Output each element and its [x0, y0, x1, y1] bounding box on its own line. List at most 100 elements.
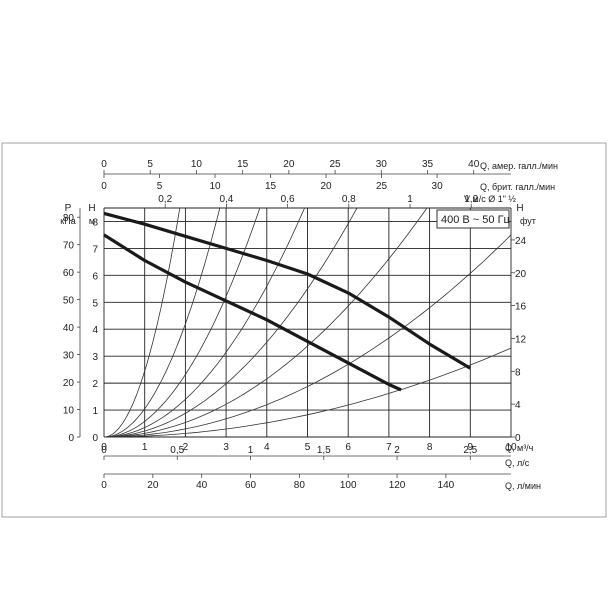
pump-curves	[103, 211, 472, 392]
x-tick-ls: 1	[248, 445, 254, 456]
x-tick-us-gpm: 40	[468, 159, 480, 170]
x-tick-us-gpm: 25	[330, 159, 342, 170]
y-axis-unit-m: м	[89, 216, 95, 226]
x-axis-label-us-gpm: Q, амер. галл./мин	[480, 161, 558, 171]
y-tick-ft: 24	[515, 236, 527, 247]
pump-curve	[103, 233, 402, 392]
system-curve	[103, 207, 221, 438]
x-tick-ls: 2	[394, 445, 400, 456]
y-tick-kpa: 10	[63, 406, 75, 417]
y-axis-title-h-right: H	[516, 203, 523, 214]
x-tick-uk-gpm: 15	[265, 181, 277, 192]
x-tick-us-gpm: 30	[376, 159, 388, 170]
x-axis-label-ls: Q, л/с	[505, 458, 530, 468]
x-tick-us-gpm: 35	[422, 159, 434, 170]
y-tick-kpa: 30	[63, 351, 75, 362]
x-tick-m3h: 4	[264, 442, 270, 453]
system-curve	[103, 207, 261, 438]
x-tick-velocity: 0,8	[342, 194, 356, 205]
y-tick-m: 1	[92, 406, 98, 417]
x-tick-uk-gpm: 25	[376, 181, 388, 192]
system-curve	[103, 207, 358, 438]
x-tick-us-gpm: 0	[101, 159, 107, 170]
y-tick-kpa: 70	[63, 241, 75, 252]
system-curve	[104, 347, 512, 438]
x-axis-label-velocity: V м/с Ø 1" ½	[464, 194, 516, 204]
x-tick-lmin: 140	[438, 480, 455, 491]
x-tick-lmin: 80	[294, 480, 306, 491]
x-tick-m3h: 1	[142, 442, 148, 453]
y-tick-ft: 4	[515, 400, 521, 411]
legend-label: 400 В ~ 50 Гц	[441, 214, 511, 226]
system-curves	[103, 207, 512, 438]
x-tick-uk-gpm: 10	[209, 181, 221, 192]
y-tick-ft: 12	[515, 334, 527, 345]
y-tick-m: 2	[92, 379, 98, 390]
x-tick-velocity: 0,2	[158, 194, 172, 205]
legend-box	[436, 209, 510, 229]
x-axis-label-lmin: Q, л/мин	[505, 481, 541, 491]
system-curve	[103, 207, 305, 438]
x-tick-m3h: 2	[183, 442, 189, 453]
x-tick-lmin: 100	[340, 480, 357, 491]
x-tick-m3h: 10	[505, 442, 517, 453]
pump-curve	[103, 211, 472, 370]
y-tick-ft: 16	[515, 302, 527, 313]
y-tick-kpa: 0	[68, 433, 74, 444]
x-tick-lmin: 20	[147, 480, 159, 491]
x-axis-label-uk-gpm: Q, брит. галл./мин	[480, 182, 555, 192]
y-tick-m: 6	[92, 271, 98, 282]
x-tick-lmin: 0	[101, 480, 107, 491]
x-tick-us-gpm: 15	[237, 159, 249, 170]
system-curve	[103, 207, 428, 438]
x-tick-uk-gpm: 20	[320, 181, 332, 192]
y-axis-title-p: P	[65, 203, 72, 214]
y-axis-unit-kpa: кПа	[60, 216, 75, 226]
y-tick-kpa: 60	[63, 268, 75, 279]
y-tick-m: 8	[92, 217, 98, 228]
x-tick-lmin: 40	[196, 480, 208, 491]
x-tick-m3h: 3	[223, 442, 229, 453]
y-tick-m: 4	[92, 325, 98, 336]
legend: 400 В ~ 50 Гц	[436, 209, 511, 229]
y-tick-ft: 8	[515, 367, 521, 378]
x-tick-uk-gpm: 30	[432, 181, 444, 192]
x-tick-ls: 2,5	[463, 445, 477, 456]
x-tick-us-gpm: 10	[191, 159, 203, 170]
y-tick-kpa: 80	[63, 213, 75, 224]
x-tick-m3h: 9	[468, 442, 474, 453]
y-axis-unit-ft: фут	[520, 216, 536, 226]
x-tick-lmin: 120	[389, 480, 406, 491]
y-tick-m: 0	[92, 433, 98, 444]
x-tick-velocity: 0,4	[219, 194, 233, 205]
x-tick-m3h: 0	[101, 442, 107, 453]
y-tick-m: 7	[92, 244, 98, 255]
system-curve	[103, 207, 181, 438]
x-tick-m3h: 6	[345, 442, 351, 453]
x-tick-uk-gpm: 5	[157, 181, 163, 192]
x-tick-ls: 0,5	[170, 445, 184, 456]
y-tick-ft: 0	[515, 433, 521, 444]
x-tick-velocity: 1,2	[464, 194, 478, 205]
x-tick-ls: 0	[101, 445, 107, 456]
x-tick-us-gpm: 20	[283, 159, 295, 170]
y-tick-kpa: 50	[63, 296, 75, 307]
x-tick-us-gpm: 5	[147, 159, 153, 170]
x-tick-lmin: 60	[245, 480, 257, 491]
x-tick-ls: 1,5	[317, 445, 331, 456]
y-tick-ft: 20	[515, 269, 527, 280]
y-tick-m: 5	[92, 298, 98, 309]
x-tick-m3h: 5	[305, 442, 311, 453]
x-tick-m3h: 8	[427, 442, 433, 453]
y-tick-kpa: 20	[63, 378, 75, 389]
x-axis-label-m3h: Q, м³/ч	[505, 443, 534, 453]
y-axis-title-h-left: H	[88, 203, 95, 214]
x-tick-m3h: 7	[386, 442, 392, 453]
grid	[103, 207, 512, 438]
y-tick-kpa: 40	[63, 323, 75, 334]
x-tick-uk-gpm: 0	[101, 181, 107, 192]
system-curve	[103, 234, 512, 438]
x-tick-velocity: 0,6	[281, 194, 295, 205]
